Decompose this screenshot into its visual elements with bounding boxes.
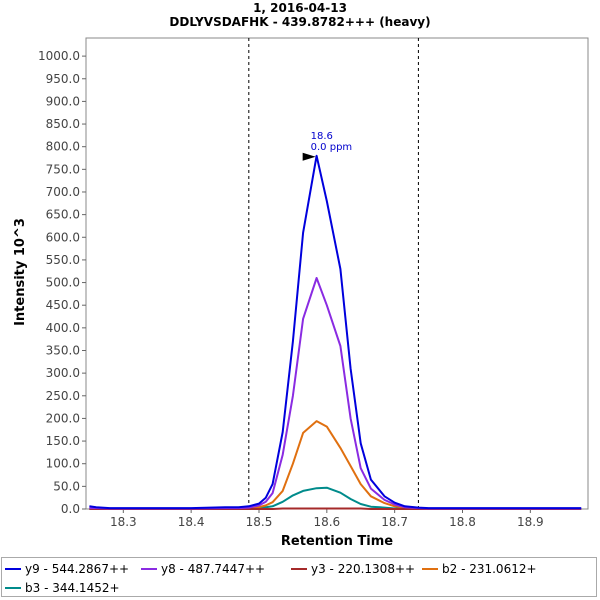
y-tick-label: 650.0 [46, 208, 80, 222]
y-tick-label: 300.0 [46, 366, 80, 380]
x-axis-label: Retention Time [281, 534, 393, 549]
legend-swatch [422, 568, 438, 570]
chart-title: 1, 2016-04-13 [253, 1, 347, 15]
chart: 1, 2016-04-13 DDLYVSDAFHK - 439.8782+++ … [13, 1, 589, 549]
chart-subtitle: DDLYVSDAFHK - 439.8782+++ (heavy) [169, 15, 430, 29]
x-tick-label: 18.3 [110, 515, 137, 529]
legend-item: y3 - 220.1308++ [291, 559, 415, 579]
y-tick-label: 950.0 [46, 72, 80, 86]
legend-swatch [141, 568, 157, 570]
x-tick-label: 18.8 [449, 515, 476, 529]
y-tick-label: 850.0 [46, 117, 80, 131]
plot-area: 0.0 50.0 100.0 150.0 200.0 250.0 300.0 350.0 400… [38, 37, 589, 529]
plot-frame [85, 37, 589, 510]
x-tick-label: 18.5 [246, 515, 273, 529]
legend-label: y8 - 487.7447++ [161, 562, 266, 576]
legend-item: b3 - 344.1452+ [5, 578, 120, 598]
y-tick-label: 350.0 [46, 343, 80, 357]
y-tick-label: 900.0 [46, 94, 80, 108]
legend-swatch [291, 568, 307, 570]
series-line [89, 154, 582, 510]
y-tick-label: 0.0 [61, 502, 80, 516]
peak-annotation-time: 18.6 [311, 131, 333, 142]
peak-marker-arrow [302, 152, 316, 161]
y-tick-label: 200.0 [46, 411, 80, 425]
y-tick-label: 800.0 [46, 140, 80, 154]
y-tick-label: 700.0 [46, 185, 80, 199]
x-tick-label: 18.6 [313, 515, 340, 529]
legend-item: y9 - 544.2867++ [5, 559, 129, 579]
y-tick-label: 250.0 [46, 389, 80, 403]
x-tick-label: 18.4 [178, 515, 205, 529]
legend-swatch [5, 568, 21, 570]
legend-label: b2 - 231.0612+ [442, 562, 537, 576]
legend-item: b2 - 231.0612+ [422, 559, 537, 579]
y-tick-label: 1000.0 [38, 49, 80, 63]
x-tick-label: 18.7 [381, 515, 408, 529]
legend-item: y8 - 487.7447++ [141, 559, 265, 579]
legend-label: y3 - 220.1308++ [311, 562, 416, 576]
y-tick-label: 150.0 [46, 434, 80, 448]
peak-annotation-ppm: 0.0 ppm [311, 142, 353, 153]
y-tick-label: 100.0 [46, 457, 80, 471]
x-tick-label: 18.9 [517, 515, 544, 529]
y-tick-label: 750.0 [46, 162, 80, 176]
legend-label: y9 - 544.2867++ [25, 562, 130, 576]
y-tick-label: 600.0 [46, 230, 80, 244]
y-axis-label: Intensity 10^3 [13, 218, 28, 326]
y-tick-label: 400.0 [46, 321, 80, 335]
legend-label: b3 - 344.1452+ [25, 581, 120, 595]
legend-swatch [5, 587, 21, 589]
y-tick-label: 500.0 [46, 276, 80, 290]
y-tick-label: 450.0 [46, 298, 80, 312]
y-tick-label: 50.0 [53, 479, 80, 493]
legend: y9 - 544.2867++ y8 - 487.7447++ y3 - 220.1… [1, 557, 597, 597]
y-tick-label: 550.0 [46, 253, 80, 267]
